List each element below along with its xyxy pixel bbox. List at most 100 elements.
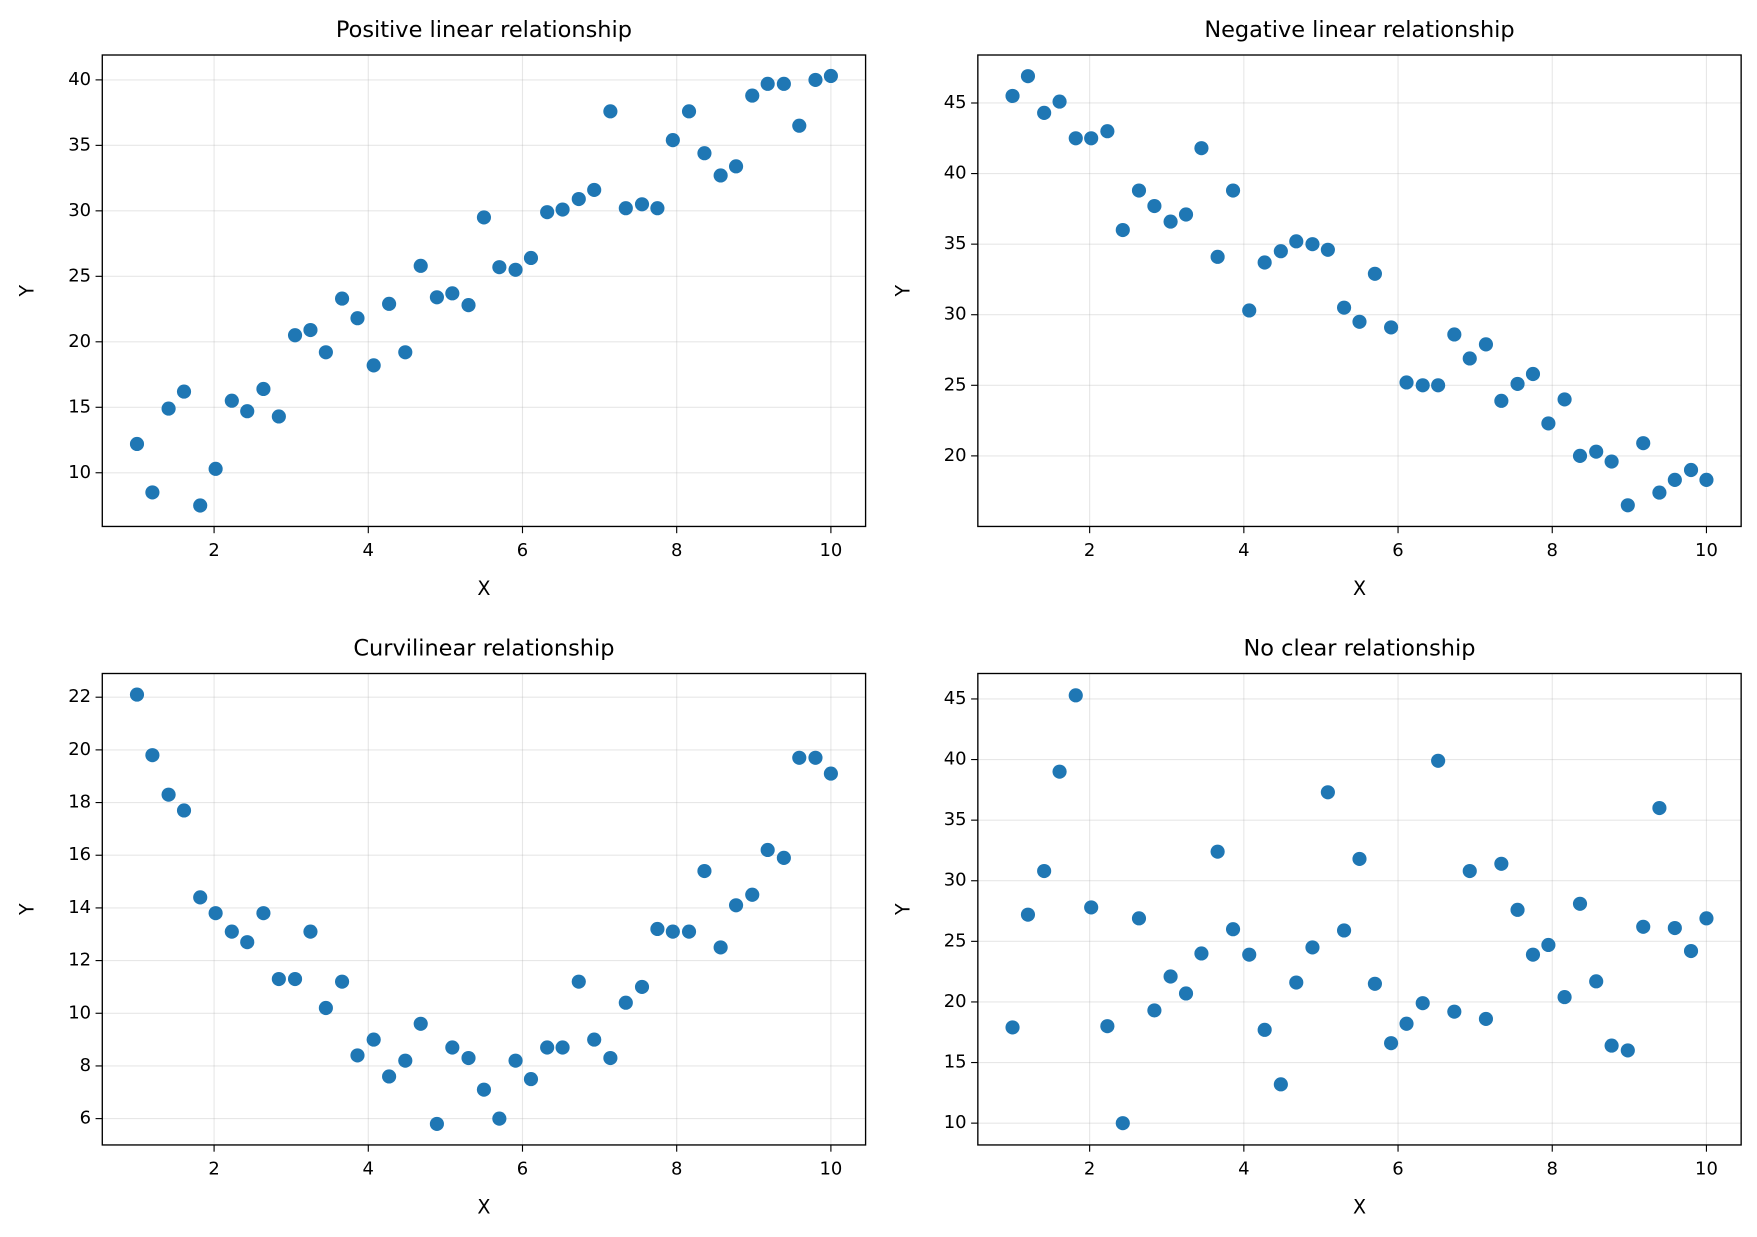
point (1037, 863, 1052, 879)
point (1494, 856, 1509, 871)
point (1352, 314, 1367, 329)
axes-frame (977, 54, 1742, 528)
point (1052, 94, 1067, 109)
point (728, 898, 744, 913)
y-tick-label: 30 (944, 304, 967, 325)
y-tick-label: 30 (944, 870, 967, 891)
point (1320, 785, 1335, 800)
y-tick-label: 18 (68, 792, 91, 813)
point (745, 887, 760, 902)
point (665, 133, 680, 148)
point (1178, 207, 1194, 222)
y-tick-label: 16 (68, 844, 91, 865)
y-tick-label: 10 (68, 1002, 91, 1023)
point (176, 384, 192, 399)
point (1478, 337, 1494, 352)
x-tick-label: 10 (819, 1159, 842, 1180)
point (1257, 255, 1272, 270)
x-tick-label: 4 (363, 1159, 374, 1180)
point (555, 1040, 570, 1055)
point (1683, 462, 1699, 478)
point (681, 104, 697, 119)
point (287, 328, 303, 343)
point (1541, 937, 1556, 953)
y-tick-label: 12 (68, 950, 91, 971)
point (1020, 69, 1036, 84)
x-tick-label: 10 (1695, 1159, 1718, 1180)
point (1572, 448, 1588, 463)
y-tick-label: 25 (944, 930, 967, 951)
point (1699, 472, 1714, 487)
point (1604, 1038, 1619, 1053)
point (523, 1072, 539, 1087)
point (350, 1048, 365, 1063)
point (508, 1053, 523, 1068)
point (318, 1000, 333, 1016)
point (634, 197, 650, 212)
point (1242, 303, 1257, 318)
point (335, 974, 350, 989)
point (523, 250, 539, 266)
y-tick-label: 8 (80, 1055, 91, 1076)
point (1510, 376, 1525, 391)
x-axis-label: X (477, 1196, 490, 1218)
point (256, 906, 271, 921)
y-axis-label: Y (892, 285, 914, 298)
point (1667, 472, 1682, 487)
point (161, 401, 176, 416)
axes-frame (101, 672, 867, 1146)
point (650, 921, 665, 937)
point (1005, 1020, 1020, 1035)
point (1384, 1036, 1399, 1051)
point (256, 381, 271, 397)
point (1273, 1077, 1288, 1092)
point (1399, 375, 1414, 390)
point (776, 76, 791, 91)
point (745, 88, 760, 103)
point (1652, 800, 1667, 816)
point (1399, 1016, 1414, 1031)
y-tick-label: 20 (944, 445, 967, 466)
x-axis-label: X (477, 578, 490, 600)
point (792, 750, 807, 765)
point (1257, 1022, 1272, 1037)
point (1431, 753, 1446, 768)
point (476, 210, 492, 225)
point (1305, 940, 1320, 955)
point (1115, 1116, 1130, 1131)
point (1510, 902, 1525, 917)
point (208, 461, 223, 476)
point (713, 168, 728, 183)
point (1652, 485, 1667, 500)
point (540, 205, 555, 220)
point (1462, 863, 1477, 879)
point (760, 842, 775, 858)
point (1447, 1004, 1462, 1019)
point (1352, 851, 1367, 867)
point (1620, 498, 1635, 513)
point (129, 436, 145, 452)
x-tick-label: 4 (1238, 1159, 1249, 1180)
point (1225, 922, 1241, 937)
point (366, 358, 381, 373)
y-tick-label: 35 (68, 134, 91, 155)
y-axis-label: Y (17, 285, 39, 298)
point (1525, 947, 1541, 962)
point (760, 76, 775, 91)
x-tick-label: 6 (1392, 1159, 1403, 1180)
y-tick-label: 35 (944, 233, 967, 254)
x-tick-label: 10 (1695, 540, 1718, 561)
point (1447, 327, 1462, 342)
subplot: 2 4 6 8 10 6 8 10 12 14 16 18 20 22 Curvilinear relati… (17, 635, 867, 1218)
y-tick-label: 22 (68, 686, 91, 707)
point (1052, 764, 1067, 779)
point (224, 924, 239, 939)
point (318, 345, 333, 360)
point (350, 311, 365, 326)
point (1384, 320, 1399, 335)
point (145, 485, 160, 500)
point (618, 201, 633, 216)
point (1525, 366, 1541, 382)
point (1273, 244, 1288, 259)
